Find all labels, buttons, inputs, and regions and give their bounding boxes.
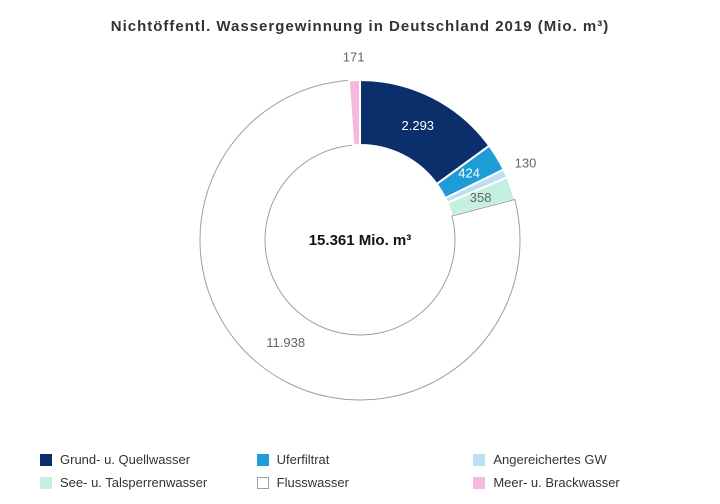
- slice-value-label: 424: [458, 166, 480, 181]
- legend-label: Angereichertes GW: [493, 452, 606, 467]
- legend-label: Flusswasser: [277, 475, 349, 490]
- slice-value-label: 2.293: [402, 118, 435, 133]
- legend-swatch: [257, 454, 269, 466]
- slice-value-label: 11.938: [266, 335, 305, 350]
- legend-swatch: [40, 477, 52, 489]
- legend-swatch: [473, 454, 485, 466]
- slice-value-label: 130: [515, 156, 537, 171]
- legend-swatch: [40, 454, 52, 466]
- legend-item: See- u. Talsperrenwasser: [40, 475, 247, 490]
- chart-title: Nichtöffentl. Wassergewinnung in Deutsch…: [0, 18, 720, 35]
- legend-item: Angereichertes GW: [473, 452, 680, 467]
- slice-value-label: 171: [343, 50, 365, 65]
- legend-label: See- u. Talsperrenwasser: [60, 475, 207, 490]
- donut-area: 2.29342413035811.938171 15.361 Mio. m³: [0, 50, 720, 430]
- donut-svg: 2.293 424 130 358 11.938 171: [0, 50, 720, 430]
- slice-value-label: 358: [470, 190, 492, 205]
- chart-container: Nichtöffentl. Wassergewinnung in Deutsch…: [0, 0, 720, 504]
- legend-item: Meer- u. Brackwasser: [473, 475, 680, 490]
- legend-item: Uferfiltrat: [257, 452, 464, 467]
- legend-swatch: [257, 477, 269, 489]
- legend-item: Flusswasser: [257, 475, 464, 490]
- legend-label: Meer- u. Brackwasser: [493, 475, 619, 490]
- legend-label: Uferfiltrat: [277, 452, 330, 467]
- legend-item: Grund- u. Quellwasser: [40, 452, 247, 467]
- legend: Grund- u. Quellwasser Uferfiltrat Angereic…: [40, 452, 680, 490]
- legend-label: Grund- u. Quellwasser: [60, 452, 190, 467]
- legend-swatch: [473, 477, 485, 489]
